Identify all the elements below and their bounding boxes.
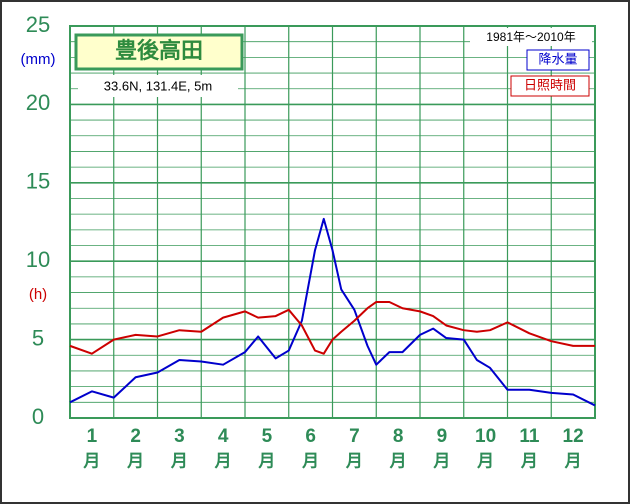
x-tick-suffix: 月 — [257, 451, 275, 470]
x-tick-label: 8 — [393, 426, 404, 447]
x-tick-label: 7 — [349, 426, 360, 447]
y-tick-label: 15 — [26, 169, 50, 194]
y-tick-label: 25 — [26, 12, 50, 37]
series-line — [69, 300, 595, 355]
subtitle-bg — [78, 75, 238, 97]
grid — [69, 25, 596, 419]
x-tick-suffix: 月 — [126, 451, 144, 470]
series-line — [69, 217, 596, 407]
legend-label: 日照時間 — [524, 77, 576, 92]
chart-title: 豊後高田 — [115, 38, 203, 63]
y-unit: (h) — [29, 286, 47, 303]
x-tick-suffix: 月 — [520, 451, 538, 470]
x-tick-label: 12 — [563, 426, 584, 447]
x-tick-suffix: 月 — [476, 451, 494, 470]
y-unit: (mm) — [21, 51, 56, 68]
x-tick-suffix: 月 — [389, 451, 407, 470]
x-tick-suffix: 月 — [82, 451, 100, 470]
x-tick-label: 6 — [305, 426, 316, 447]
title-box — [74, 33, 244, 71]
x-tick-suffix: 月 — [214, 451, 232, 470]
y-tick-label: 20 — [26, 90, 50, 115]
x-tick-suffix: 月 — [170, 451, 188, 470]
period: 1981年～2010年 — [486, 30, 575, 44]
x-tick-label: 1 — [87, 426, 98, 447]
x-tick-suffix: 月 — [564, 451, 582, 470]
legend-label: 降水量 — [538, 51, 577, 66]
plot-border — [69, 25, 596, 419]
y-tick-label: 10 — [26, 247, 50, 272]
x-tick-suffix: 月 — [301, 451, 319, 470]
y-tick-label: 0 — [32, 404, 44, 429]
x-tick-label: 5 — [262, 426, 273, 447]
x-tick-suffix: 月 — [345, 451, 363, 470]
x-tick-label: 9 — [437, 426, 448, 447]
x-tick-label: 2 — [130, 426, 141, 447]
x-tick-label: 11 — [519, 426, 540, 447]
legend-box — [526, 49, 590, 71]
x-tick-label: 3 — [174, 426, 185, 447]
subtitle: 33.6N, 131.4E, 5m — [104, 78, 212, 93]
x-tick-label: 10 — [475, 426, 496, 447]
x-tick-suffix: 月 — [432, 451, 450, 470]
y-tick-label: 5 — [32, 325, 44, 350]
legend-box — [510, 75, 590, 97]
period-bg — [470, 28, 592, 46]
x-tick-label: 4 — [218, 426, 229, 447]
